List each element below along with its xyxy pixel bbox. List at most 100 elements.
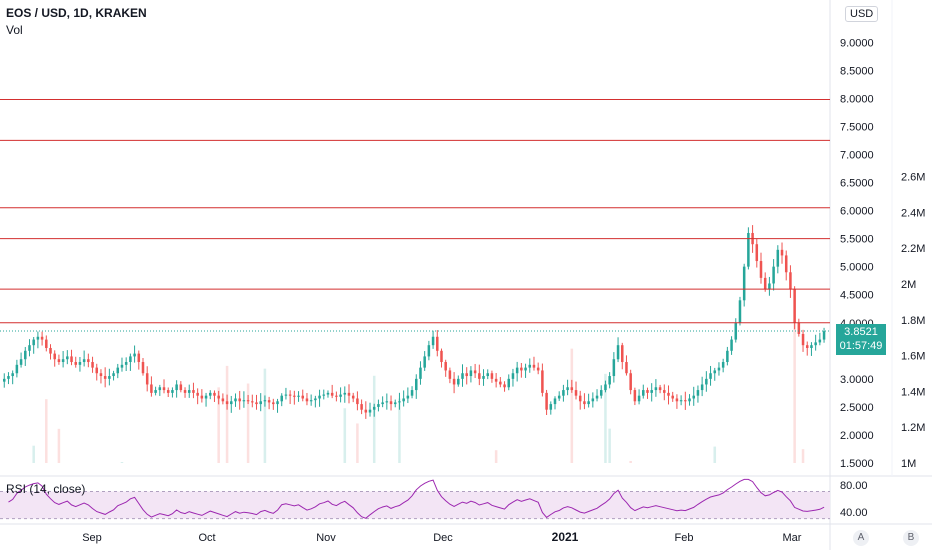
candle-body	[95, 367, 99, 374]
candle-body	[213, 392, 216, 396]
price-tick-label: 7.0000	[840, 149, 874, 161]
price-tick-label: 8.5000	[840, 65, 874, 77]
candle-body	[112, 373, 115, 377]
candle-body	[557, 395, 561, 399]
volume-bar	[45, 399, 48, 463]
volume-bar	[604, 373, 607, 463]
volume-bar	[263, 368, 267, 463]
candle-body	[427, 345, 431, 357]
candle-body	[473, 370, 477, 374]
volume-bar	[217, 387, 220, 463]
candle-body	[305, 398, 309, 402]
candle-body	[217, 395, 220, 399]
candle-body	[162, 387, 166, 391]
auto-scale-button[interactable]: A	[853, 530, 869, 546]
candle-body	[490, 373, 494, 379]
candle-body	[339, 394, 342, 397]
candle-body	[284, 394, 288, 396]
candle-body	[57, 359, 61, 363]
candle-body	[574, 390, 578, 396]
candle-body	[402, 398, 405, 402]
candle-body	[608, 376, 611, 385]
candle-body	[45, 339, 48, 348]
candle-body	[368, 409, 372, 413]
candle-body	[11, 373, 14, 377]
volume-tick-label: 1.4M	[901, 386, 925, 398]
price-tick-label: 3.0000	[840, 374, 874, 386]
candle-body	[755, 244, 759, 262]
candle-body	[293, 395, 296, 397]
candle-body	[166, 390, 170, 393]
rsi-tick-label: 40.00	[840, 507, 868, 519]
candle-body	[385, 401, 389, 403]
candle-body	[66, 356, 69, 360]
candle-body	[541, 370, 544, 393]
candle-body	[356, 398, 359, 405]
candle-body	[234, 398, 237, 402]
volume-tick-label: 1.8M	[901, 315, 925, 327]
price-tick-label: 7.5000	[840, 121, 874, 133]
candle-body	[469, 370, 473, 377]
volume-bar	[57, 428, 61, 463]
candle-body	[246, 400, 250, 402]
volume-bar	[372, 375, 376, 463]
price-tick-label: 1.5000	[840, 458, 874, 470]
candle-body	[591, 398, 595, 402]
candle-body	[103, 376, 107, 379]
candle-body	[793, 289, 796, 323]
volume-bar	[246, 383, 250, 463]
candle-body	[393, 402, 397, 405]
candle-body	[545, 392, 548, 410]
candles	[3, 225, 826, 419]
candle-body	[520, 367, 523, 371]
candle-body	[129, 356, 132, 363]
price-tick-label: 6.0000	[840, 206, 874, 218]
candle-body	[19, 359, 23, 365]
candle-body	[482, 376, 485, 379]
volume-bar	[793, 322, 796, 463]
volume-bar	[570, 348, 574, 463]
candle-body	[360, 404, 363, 410]
candle-body	[415, 378, 418, 391]
candle-body	[36, 336, 40, 340]
volume-tick-label: 1.6M	[901, 351, 925, 363]
candle-body	[322, 394, 326, 396]
volume-bar	[398, 398, 401, 463]
rsi-title[interactable]: RSI (14, close)	[6, 482, 86, 496]
candle-body	[70, 356, 73, 363]
candle-body	[272, 402, 275, 405]
time-tick-label: Mar	[783, 532, 802, 544]
volume-label[interactable]: Vol	[6, 23, 23, 37]
candle-body	[200, 395, 204, 399]
candle-body	[423, 356, 426, 368]
b-scale-button[interactable]: B	[903, 530, 919, 546]
candle-body	[612, 359, 616, 377]
candle-body	[192, 390, 195, 393]
candle-body	[158, 387, 162, 391]
candle-body	[440, 350, 443, 363]
candle-body	[209, 392, 212, 396]
volume-bar	[225, 365, 229, 463]
candle-body	[314, 398, 317, 401]
candle-body	[818, 339, 822, 343]
candle-body	[629, 373, 632, 391]
candle-body	[330, 392, 334, 396]
candle-body	[335, 395, 338, 397]
candle-body	[776, 249, 780, 267]
candle-body	[343, 392, 347, 395]
candle-body	[49, 347, 52, 354]
currency-button[interactable]: USD	[845, 6, 879, 22]
candle-body	[549, 404, 553, 410]
time-tick-label: Oct	[198, 532, 215, 544]
candle-body	[154, 390, 157, 393]
candle-body	[364, 409, 368, 413]
candle-body	[478, 373, 481, 379]
candle-body	[499, 381, 502, 385]
symbol-title[interactable]: EOS / USD, 1D, KRAKEN	[6, 6, 147, 20]
price-tick-label: 9.0000	[840, 37, 874, 49]
candle-body	[255, 402, 258, 405]
candle-body	[116, 367, 120, 374]
volume-bar	[356, 423, 359, 463]
candle-body	[688, 398, 691, 402]
